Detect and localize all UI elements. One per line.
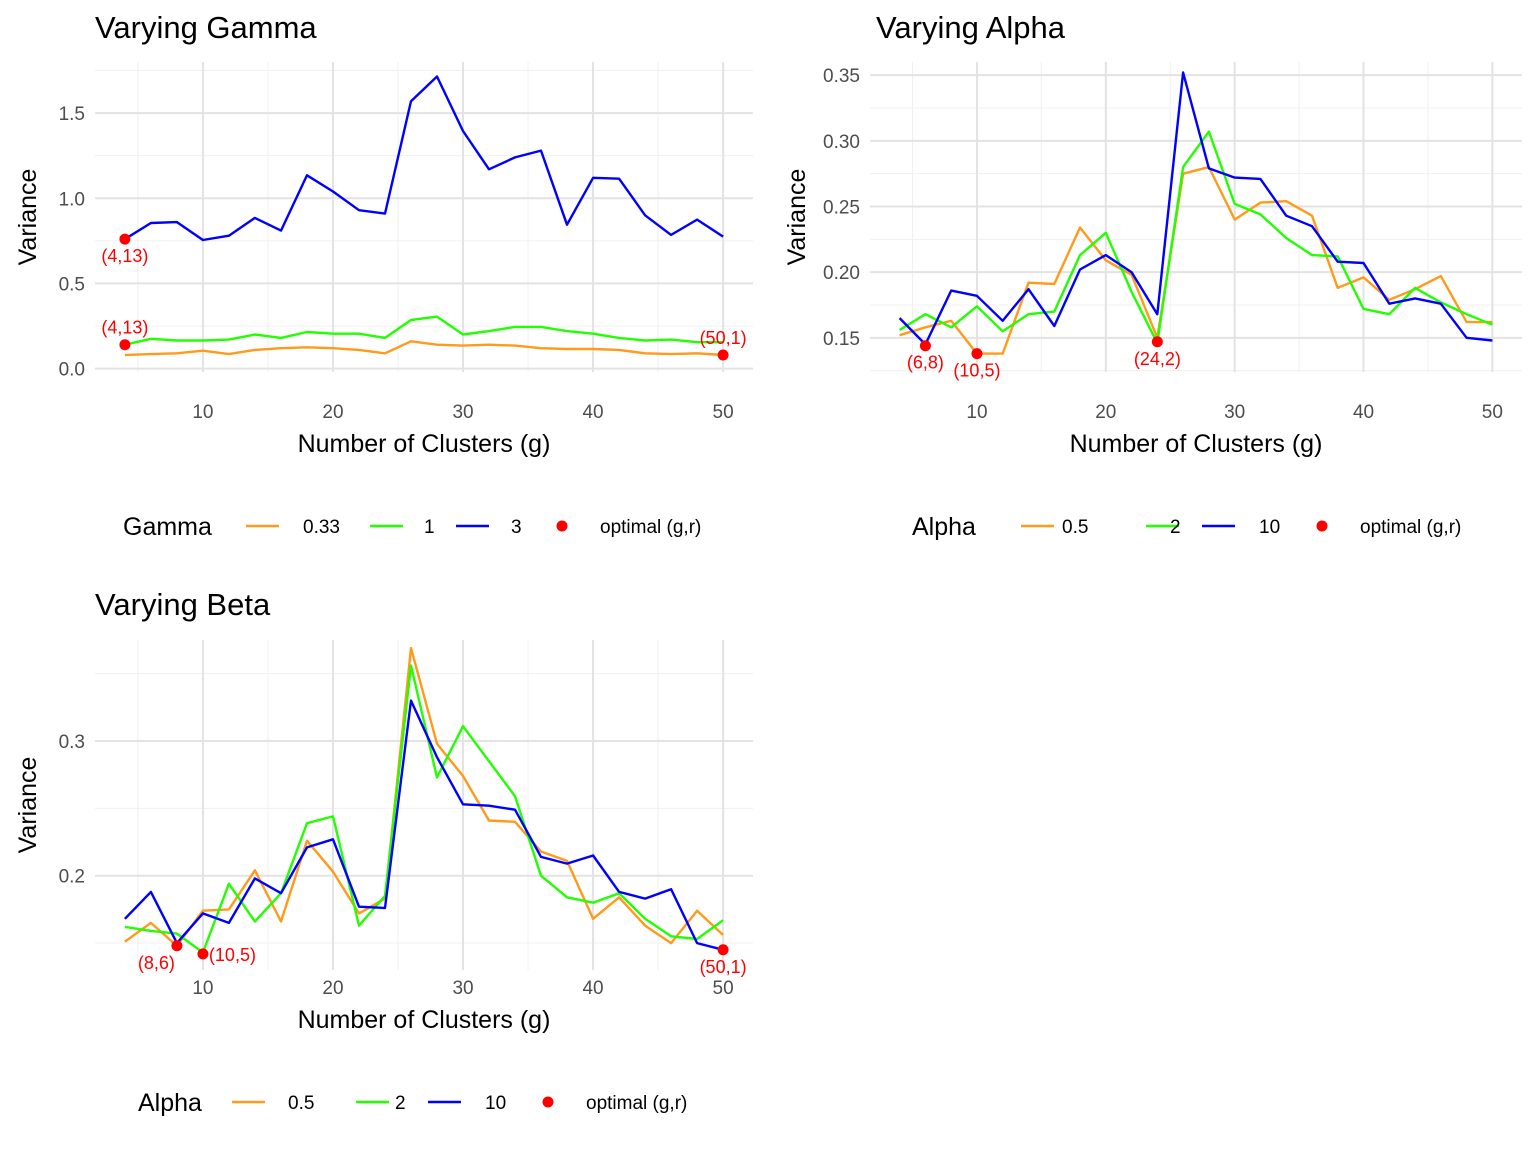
legend-label: 1 bbox=[424, 517, 435, 538]
y-tick-label: 0.25 bbox=[823, 197, 860, 218]
optimal-point bbox=[119, 339, 131, 351]
series-line-10 bbox=[124, 699, 724, 951]
series-line-1 bbox=[124, 315, 724, 346]
x-tick-label: 30 bbox=[1224, 402, 1245, 423]
chart-title: Varying Alpha bbox=[876, 10, 1066, 45]
optimal-point bbox=[919, 340, 931, 352]
x-tick-label: 10 bbox=[192, 978, 213, 999]
legend-label: 0.5 bbox=[288, 1093, 314, 1114]
legend-label: optimal (g,r) bbox=[1360, 517, 1461, 538]
series-line-10 bbox=[898, 71, 1493, 346]
y-axis-title: Variance bbox=[783, 169, 811, 266]
optimal-point bbox=[197, 948, 209, 960]
optimal-point bbox=[717, 349, 729, 361]
legend: Gamma 0.33 1 3 optimal (g,r) bbox=[123, 513, 701, 541]
y-tick-label: 0.15 bbox=[823, 329, 860, 350]
legend-title: Alpha bbox=[138, 1089, 202, 1117]
x-axis-title: Number of Clusters (g) bbox=[1070, 430, 1323, 458]
chart-title: Varying Gamma bbox=[95, 10, 317, 45]
series-line-0.5 bbox=[899, 165, 1493, 355]
optimal-point-label: (10,5) bbox=[209, 945, 256, 965]
x-tick-label: 10 bbox=[966, 402, 987, 423]
y-tick-label: 0.5 bbox=[59, 274, 85, 295]
chart-1: Varying Gamma 10 20 30 40 50 0.0 0.5 1.0 1.5 Numbe… bbox=[14, 10, 753, 541]
x-axis-title: Number of Clusters (g) bbox=[298, 430, 551, 458]
series-line-2 bbox=[124, 664, 724, 954]
y-tick-label: 0.35 bbox=[823, 66, 860, 87]
optimal-point-label: (50,1) bbox=[700, 328, 747, 348]
x-tick-label: 20 bbox=[1095, 402, 1116, 423]
optimal-point-label: (6,8) bbox=[907, 353, 944, 373]
x-tick-label: 30 bbox=[452, 402, 473, 423]
x-tick-label: 50 bbox=[713, 402, 734, 423]
legend-key-optimal bbox=[1316, 520, 1328, 532]
y-tick-label: 0.0 bbox=[59, 360, 85, 381]
legend: Alpha 0.5 2 10 optimal (g,r) bbox=[912, 513, 1461, 541]
legend-label: 3 bbox=[511, 517, 522, 538]
series-line-0.33 bbox=[124, 340, 724, 357]
series-line-3 bbox=[124, 75, 724, 242]
legend-label: 10 bbox=[485, 1093, 506, 1114]
legend-label: 0.5 bbox=[1062, 517, 1088, 538]
x-tick-label: 50 bbox=[713, 978, 734, 999]
optimal-point-label: (50,1) bbox=[700, 957, 747, 977]
chart-3: Varying Beta 10 20 30 40 50 0.2 0.3 Number of Cl… bbox=[14, 587, 753, 1117]
y-axis-title: Variance bbox=[14, 757, 42, 854]
chart-title: Varying Beta bbox=[95, 587, 271, 622]
plot-grid bbox=[95, 640, 753, 970]
plot-grid bbox=[870, 62, 1522, 372]
legend-title: Gamma bbox=[123, 513, 212, 541]
x-tick-label: 20 bbox=[322, 978, 343, 999]
optimal-point-label: (4,13) bbox=[101, 246, 148, 266]
x-tick-label: 20 bbox=[322, 402, 343, 423]
optimal-point-label: (4,13) bbox=[101, 318, 148, 338]
legend-key-optimal bbox=[556, 520, 568, 532]
legend-title: Alpha bbox=[912, 513, 976, 541]
y-tick-label: 1.0 bbox=[59, 189, 85, 210]
optimal-point-label: (8,6) bbox=[138, 953, 175, 973]
x-axis-title: Number of Clusters (g) bbox=[298, 1006, 551, 1034]
legend-key-optimal bbox=[542, 1096, 554, 1108]
y-tick-label: 0.2 bbox=[59, 867, 85, 888]
x-tick-label: 10 bbox=[192, 402, 213, 423]
chart-2: Varying Alpha 10 20 30 40 50 0.15 0.20 0.25 0.30 0… bbox=[783, 10, 1522, 541]
y-axis-title: Variance bbox=[14, 169, 42, 266]
optimal-point bbox=[119, 233, 131, 245]
y-tick-label: 0.20 bbox=[823, 263, 860, 284]
plot-grid bbox=[95, 62, 753, 372]
x-tick-label: 40 bbox=[582, 978, 603, 999]
legend-label: 0.33 bbox=[303, 517, 340, 538]
legend-label: 10 bbox=[1259, 517, 1280, 538]
y-tick-label: 0.3 bbox=[59, 732, 85, 753]
optimal-point bbox=[171, 940, 183, 952]
optimal-point bbox=[971, 348, 983, 360]
legend: Alpha 0.5 2 10 optimal (g,r) bbox=[138, 1089, 687, 1117]
series-line-0.5 bbox=[124, 646, 724, 947]
x-tick-label: 50 bbox=[1482, 402, 1503, 423]
optimal-point-label: (10,5) bbox=[953, 361, 1000, 381]
optimal-point bbox=[1151, 336, 1163, 348]
y-tick-label: 1.5 bbox=[59, 104, 85, 125]
x-tick-label: 30 bbox=[452, 978, 473, 999]
legend-label: 2 bbox=[395, 1093, 406, 1114]
x-tick-label: 40 bbox=[582, 402, 603, 423]
x-tick-label: 40 bbox=[1353, 402, 1374, 423]
legend-label: optimal (g,r) bbox=[586, 1093, 687, 1114]
optimal-point-label: (24,2) bbox=[1134, 349, 1181, 369]
legend-label: optimal (g,r) bbox=[600, 517, 701, 538]
legend-label: 2 bbox=[1170, 517, 1181, 538]
optimal-point bbox=[717, 944, 729, 956]
series-line-2 bbox=[898, 130, 1493, 345]
y-tick-label: 0.30 bbox=[823, 132, 860, 153]
